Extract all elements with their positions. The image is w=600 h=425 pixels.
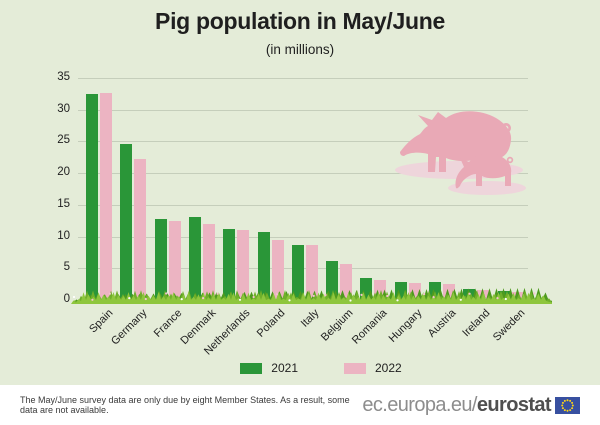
grass-flower: [91, 298, 94, 301]
bar-2021-poland: [257, 232, 270, 300]
grass-flower: [496, 297, 499, 300]
footnote: The May/June survey data are only due by…: [20, 395, 350, 415]
y-tick-25: 25: [57, 134, 70, 147]
grass-flower: [423, 293, 426, 296]
grass-flower: [238, 298, 242, 301]
eurostat-brand: eurostat: [476, 393, 552, 416]
eurostat-logo: ec.europa.eu/eurostat: [362, 394, 580, 417]
legend-swatch-2022: [344, 362, 366, 374]
eu-flag-star: [563, 408, 566, 411]
y-tick-15: 15: [57, 197, 70, 210]
legend-item-2022: 2022: [344, 361, 402, 375]
eu-flag-star: [569, 399, 572, 402]
legend-label-2022: 2022: [375, 361, 402, 375]
bar-2021-italy: [291, 244, 304, 300]
grass-flower: [252, 295, 255, 299]
pigs-illustration: [395, 111, 526, 195]
grass-layer-2: [66, 292, 552, 304]
bar-2022-italy: [305, 245, 318, 300]
eu-flag-star: [571, 404, 574, 406]
legend-item-2021: 2021: [240, 361, 298, 375]
grass-strip: [66, 287, 552, 304]
y-tick-30: 30: [57, 102, 70, 115]
eu-flag-star: [561, 404, 564, 406]
bar-2021-france: [154, 218, 167, 300]
grass-flower: [202, 297, 205, 300]
grass-flower: [216, 292, 219, 295]
bar-2022-spain: [100, 92, 112, 300]
y-tick-20: 20: [57, 166, 70, 179]
eu-flag-star: [566, 398, 569, 401]
bar-2022-netherlands: [237, 230, 250, 300]
eu-flag-star: [571, 406, 574, 409]
bar-2021-germany: [120, 143, 133, 300]
legend-label-2021: 2021: [271, 361, 298, 375]
grass-flower: [312, 294, 315, 297]
grass-flower: [432, 296, 435, 299]
legend: 2021 2022: [0, 361, 600, 375]
gridline-15: [78, 204, 528, 206]
eu-flag-star: [561, 401, 564, 404]
eu-flag-star: [571, 401, 574, 404]
grass-flower: [324, 293, 327, 297]
eu-flag-star: [569, 408, 572, 411]
grass-flower: [288, 299, 291, 302]
bar-2021-belgium: [326, 261, 339, 300]
gridline-25: [78, 141, 528, 143]
bar-2022-germany: [134, 158, 147, 300]
grass-flower: [396, 299, 399, 302]
bar-2021-netherlands: [223, 228, 236, 300]
gridline-20: [78, 173, 528, 175]
eu-flag-star: [561, 406, 564, 409]
bar-2022-belgium: [340, 263, 353, 300]
grass-flower: [360, 293, 363, 296]
y-tick-35: 35: [57, 71, 70, 83]
bar-2021-spain: [86, 94, 98, 300]
grass-flower: [144, 297, 147, 301]
grass-flower: [165, 292, 168, 295]
grass-flower: [386, 294, 389, 298]
grass-flower: [468, 292, 471, 295]
chart-subtitle: (in millions): [265, 42, 335, 57]
gridline-30: [78, 109, 528, 111]
eu-flag-star: [563, 399, 566, 402]
y-tick-0: 0: [63, 293, 70, 305]
gridline-35: [78, 78, 528, 79]
y-tick-5: 5: [63, 261, 70, 274]
bar-2022-poland: [271, 240, 284, 300]
piglet-icon: [455, 153, 514, 189]
grass-flower: [504, 297, 507, 301]
chart-title: Pig population in May/June: [155, 8, 445, 34]
eurostat-url-prefix: ec.europa.eu/: [362, 393, 477, 416]
grass-flower: [533, 292, 536, 295]
bar-2022-france: [168, 220, 181, 300]
gridline-10: [78, 236, 528, 238]
y-tick-10: 10: [57, 229, 70, 242]
eu-flag-icon: [555, 396, 580, 414]
grass-flower: [108, 292, 111, 295]
grass-flower: [459, 298, 462, 301]
footer-bar: The May/June survey data are only due by…: [0, 385, 600, 425]
eu-flag-star: [566, 409, 569, 412]
bar-2021-denmark: [188, 216, 201, 300]
grass-flower: [72, 295, 76, 299]
bar-2022-denmark: [202, 223, 215, 300]
grass-flower: [349, 299, 352, 302]
grass-flower: [128, 297, 131, 300]
grass-flower: [180, 298, 183, 301]
legend-swatch-2021: [240, 362, 263, 374]
grass-flower: [275, 293, 278, 296]
